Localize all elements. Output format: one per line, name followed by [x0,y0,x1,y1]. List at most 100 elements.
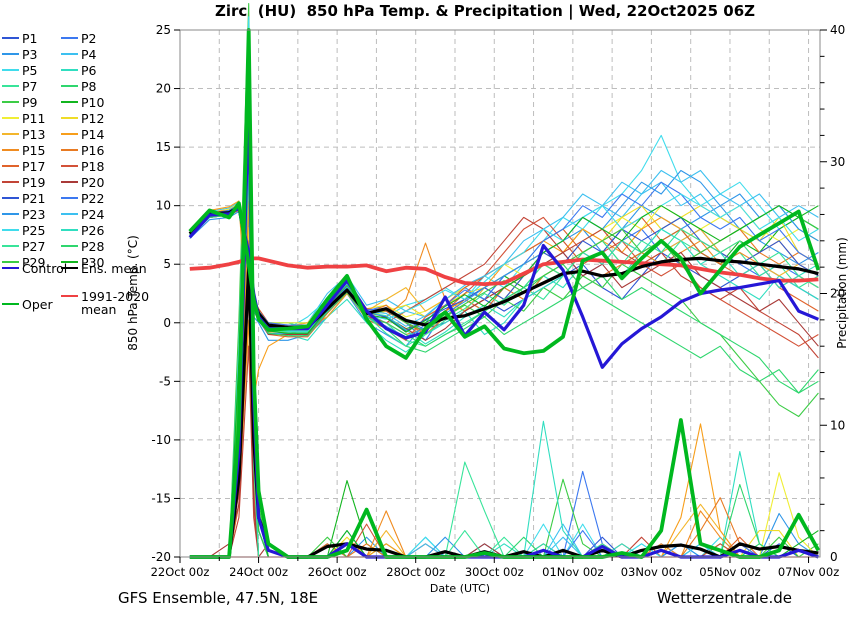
legend-label-p7: P7 [22,78,38,94]
legend-item-p26: P26 [61,223,104,237]
legend-item-p4: P4 [61,47,97,61]
legend-item-p17: P17 [2,159,45,173]
legend-swatch-p9 [2,101,19,103]
legend-label-p4: P4 [81,46,97,62]
y-left-tick-label: 5 [163,257,171,271]
legend-item-p22: P22 [61,191,104,205]
legend-label-p24: P24 [81,206,105,222]
legend-item-ens-mean: Ens. mean [61,261,147,275]
series-P16-temp [189,205,819,336]
legend-item-p19: P19 [2,175,45,189]
series-P30-precip [189,29,819,558]
series-P1-precip [189,161,819,558]
legend-swatch-p25 [2,229,19,231]
legend-swatch-p4 [61,53,78,55]
legend-label-1991-2020-mean: 1991-2020 [81,288,150,304]
series-P7-precip [189,187,819,558]
series-P19-precip [189,345,819,558]
series-P30-temp [189,205,819,334]
legend-item-p7: P7 [2,79,38,93]
y-right-tick-label: 30 [830,155,845,169]
legend-swatch-p29 [2,261,19,263]
y-left-tick-label: 25 [156,23,171,37]
legend-item-p23: P23 [2,207,45,221]
legend-item-p20: P20 [61,175,104,189]
y-left-tick-label: -5 [159,374,171,388]
series-P27-precip [189,174,819,558]
legend-label-1991-2020-mean-line2: mean [81,302,117,317]
series-P4-precip [189,55,819,558]
legend-item-p1: P1 [2,31,38,45]
legend-label-p15: P15 [22,142,46,158]
legend-label-p2: P2 [81,30,97,46]
legend-swatch-p30 [61,261,78,263]
series-P24-temp [189,169,819,329]
legend-item-p14: P14 [61,127,104,141]
x-tick-label: 30Oct 00z [465,565,524,579]
legend-swatch-p27 [2,245,19,247]
x-tick-label: 24Oct 00z [229,565,288,579]
legend-label-oper: Oper [22,296,53,312]
x-tick-label: 01Nov 00z [542,565,603,579]
legend-swatch-p16 [61,149,78,151]
legend-item-p18: P18 [61,159,104,173]
legend-label-p20: P20 [81,174,105,190]
legend-swatch-p7 [2,85,19,87]
legend-item-p5: P5 [2,63,38,77]
plot-border [179,29,821,558]
x-tick-label: 28Oct 00z [386,565,445,579]
x-axis-label: Date (UTC) [429,582,491,595]
legend-swatch-p21 [2,197,19,199]
model-info-text: GFS Ensemble, 47.5N, 18E [118,589,319,607]
legend-swatch-p12 [61,117,78,119]
series-P5-precip [189,29,819,558]
series-P23-temp [189,169,819,338]
series-P12-temp [189,205,819,333]
legend-swatch-p14 [61,133,78,135]
series-Oper-temp [188,201,821,360]
legend-swatch-p26 [61,229,78,231]
legend-swatch-p23 [2,213,19,215]
series-P28-precip [189,55,819,558]
legend-label-p26: P26 [81,222,105,238]
legend-label-p9: P9 [22,94,38,110]
x-tick-label: 26Oct 00z [308,565,367,579]
y-left-tick-label: -15 [151,491,171,505]
y-left-tick-label: 20 [156,82,171,96]
legend-label-p10: P10 [81,94,105,110]
legend-swatch-p18 [61,165,78,167]
legend-item-p28: P28 [61,239,104,253]
legend-label-p19: P19 [22,174,46,190]
legend-swatch-p11 [2,117,19,119]
y-right-tick-label: 10 [830,418,845,432]
legend-item-p12: P12 [61,111,104,125]
legend-swatch-p19 [2,181,19,183]
legend-item-p25: P25 [2,223,45,237]
legend-swatch-p17 [2,165,19,167]
legend-label-p14: P14 [81,126,105,142]
legend-swatch-p22 [61,197,78,199]
legend-label-p11: P11 [22,110,46,126]
legend-label-ens-mean: Ens. mean [81,260,147,276]
legend-label-p23: P23 [22,206,46,222]
legend-swatch-p6 [61,69,78,71]
x-tick-label: 05Nov 00z [699,565,760,579]
y-right-tick-label: 0 [830,550,838,564]
gridlines [180,30,820,557]
legend-item-control: Control [2,261,67,275]
legend-item-p11: P11 [2,111,45,125]
legend-label-control: Control [22,260,68,276]
legend-swatch-p20 [61,181,78,183]
axis-ticks: 25 20 15 10 5 0 -5 -10 -15 -20 40 30 20 10 0 22Oct 00z 2… [151,23,846,579]
series-P22-precip [189,68,819,558]
legend-item-p30: P30 [61,255,104,269]
legend-item-p6: P6 [61,63,97,77]
legend-label-p17: P17 [22,158,46,174]
legend-label-p28: P28 [81,238,105,254]
legend-swatch-p5 [2,69,19,71]
y-left-tick-label: 0 [163,316,171,330]
legend-label-p13: P13 [22,126,46,142]
legend-swatch-p13 [2,133,19,135]
